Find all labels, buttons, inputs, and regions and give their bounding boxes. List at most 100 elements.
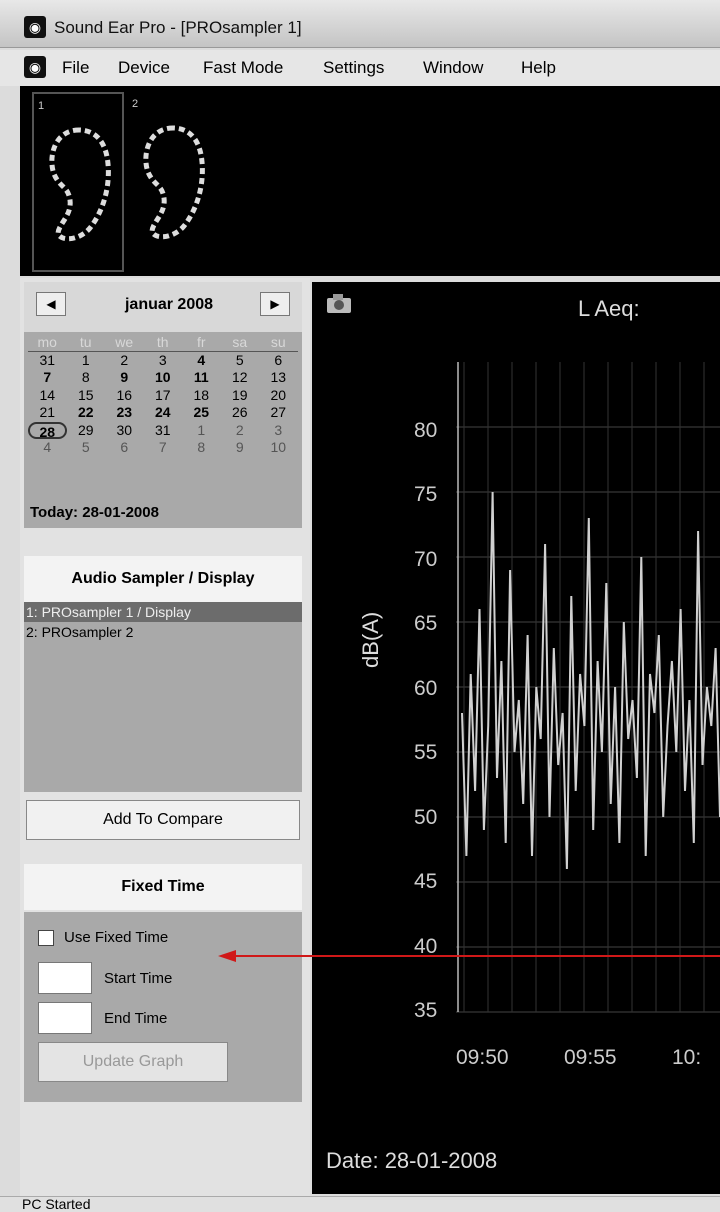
calendar-week: 28 29 30 31 1 2 3 [28, 421, 298, 440]
menu-help[interactable]: Help [521, 58, 556, 77]
calendar-day[interactable]: 25 [193, 404, 210, 420]
menu-settings[interactable]: Settings [323, 58, 385, 77]
end-time-input[interactable] [38, 1002, 92, 1034]
y-tick: 55 [414, 741, 438, 764]
menu-fast-mode[interactable]: Fast Mode [203, 58, 284, 77]
prev-month-button[interactable]: ◀ [36, 292, 66, 316]
menu-window[interactable]: Window [423, 58, 484, 77]
calendar-day[interactable]: 22 [77, 404, 94, 420]
weekday: fr [182, 334, 221, 352]
device-tile-2[interactable]: 2 [128, 92, 220, 272]
calendar-day[interactable]: 15 [77, 386, 94, 403]
x-tick: 10: [672, 1046, 702, 1069]
weekday: we [105, 334, 144, 352]
update-graph-button[interactable]: Update Graph [38, 1042, 228, 1082]
x-tick: 09:50 [456, 1046, 509, 1069]
menu-file[interactable]: File [62, 58, 90, 77]
start-time-input[interactable] [38, 962, 92, 994]
y-tick: 60 [414, 677, 438, 700]
calendar-day[interactable]: 9 [235, 439, 244, 455]
calendar-day[interactable]: 23 [116, 404, 133, 420]
calendar-day[interactable]: 21 [39, 404, 56, 420]
use-fixed-time-checkbox[interactable] [38, 930, 54, 946]
calendar-day-today[interactable]: 28 [28, 421, 67, 440]
calendar-day[interactable]: 29 [77, 421, 94, 438]
calendar-day[interactable]: 7 [158, 439, 167, 455]
menu-device[interactable]: Device [118, 58, 170, 77]
calendar-day[interactable]: 27 [270, 404, 287, 420]
weekday-row: mo tu we th fr sa su [28, 334, 298, 352]
status-bar: PC Started [0, 1196, 720, 1212]
calendar-week: 14 15 16 17 18 19 20 [28, 387, 298, 405]
calendar-day[interactable]: 30 [116, 421, 133, 438]
ear-icon [143, 125, 205, 240]
y-tick: 45 [414, 870, 438, 893]
sampler-panel-title: Audio Sampler / Display [24, 556, 302, 602]
today-link[interactable]: Today: 28-01-2008 [30, 504, 159, 521]
calendar-day[interactable]: 2 [120, 351, 129, 368]
calendar-header: ◀ januar 2008 ▶ [24, 282, 302, 332]
calendar-day[interactable]: 13 [270, 369, 287, 385]
sampler-item-2[interactable]: 2: PROsampler 2 [26, 624, 134, 640]
device-strip: 1 2 [20, 86, 720, 276]
next-month-button[interactable]: ▶ [260, 292, 290, 316]
calendar-day[interactable]: 4 [197, 351, 206, 368]
graph-panel: L Aeq: dB(A) 80 75 70 65 60 55 50 45 40 … [312, 282, 720, 1194]
calendar-day[interactable]: 20 [270, 386, 287, 403]
calendar-day[interactable]: 19 [231, 386, 248, 403]
app-menu-icon[interactable]: ◉ [24, 56, 46, 78]
calendar-day[interactable]: 3 [274, 421, 283, 438]
y-tick: 80 [414, 419, 438, 442]
calendar-week: 4 5 6 7 8 9 10 [28, 439, 298, 457]
weekday: tu [66, 334, 105, 352]
y-tick: 65 [414, 612, 438, 635]
graph-date: Date: 28-01-2008 [326, 1148, 498, 1173]
weekday: sa [220, 334, 259, 352]
start-time-label: Start Time [104, 970, 173, 987]
weekday: th [143, 334, 182, 352]
calendar-day[interactable]: 3 [158, 351, 167, 368]
calendar-day[interactable]: 5 [81, 439, 90, 455]
weekday: mo [28, 334, 67, 352]
device-tile-1[interactable]: 1 [32, 92, 124, 272]
laeq-label: L Aeq: [578, 296, 640, 321]
fixed-time-title: Fixed Time [24, 864, 302, 910]
camera-icon[interactable] [326, 292, 352, 314]
calendar-day[interactable]: 1 [81, 351, 90, 368]
calendar-day[interactable]: 17 [154, 386, 171, 403]
sampler-item-1[interactable]: 1: PROsampler 1 / Display [24, 602, 302, 622]
calendar-day[interactable]: 8 [81, 369, 90, 385]
add-to-compare-button[interactable]: Add To Compare [26, 800, 300, 840]
level-plot [456, 362, 720, 1013]
calendar-day[interactable]: 7 [43, 369, 52, 385]
calendar-day[interactable]: 11 [193, 369, 209, 385]
end-time-label: End Time [104, 1010, 168, 1027]
y-tick: 75 [414, 483, 438, 506]
calendar-day[interactable]: 10 [270, 439, 287, 455]
calendar-day[interactable]: 6 [274, 351, 283, 368]
calendar-week: 21 22 23 24 25 26 27 [28, 404, 298, 422]
calendar-day[interactable]: 2 [235, 421, 244, 438]
calendar-day[interactable]: 9 [120, 369, 129, 385]
calendar-day[interactable]: 10 [154, 369, 171, 385]
calendar-grid: mo tu we th fr sa su 31 1 2 3 4 5 6 7 8 … [28, 334, 298, 457]
calendar-day[interactable]: 12 [231, 369, 248, 385]
x-tick: 09:55 [564, 1046, 617, 1069]
calendar-day[interactable]: 16 [116, 386, 133, 403]
calendar-day[interactable]: 14 [39, 386, 56, 403]
calendar-day[interactable]: 8 [197, 439, 206, 455]
calendar-day[interactable]: 26 [231, 404, 248, 420]
calendar-day[interactable]: 5 [235, 351, 244, 368]
window-title: Sound Ear Pro - [PROsampler 1] [54, 18, 302, 37]
title-bar: ◉ Sound Ear Pro - [PROsampler 1] [0, 0, 720, 48]
calendar-day[interactable]: 1 [197, 421, 206, 438]
calendar-day[interactable]: 18 [193, 386, 210, 403]
menu-bar: ◉ File Device Fast Mode Settings Window … [0, 50, 720, 86]
calendar-day[interactable]: 31 [154, 421, 171, 438]
y-tick: 35 [414, 999, 438, 1022]
calendar-day[interactable]: 6 [120, 439, 129, 455]
sampler-list: 1: PROsampler 1 / Display 2: PROsampler … [24, 602, 302, 792]
calendar-day[interactable]: 4 [43, 439, 52, 455]
calendar-day[interactable]: 24 [154, 404, 171, 420]
calendar-day[interactable]: 31 [39, 351, 56, 368]
